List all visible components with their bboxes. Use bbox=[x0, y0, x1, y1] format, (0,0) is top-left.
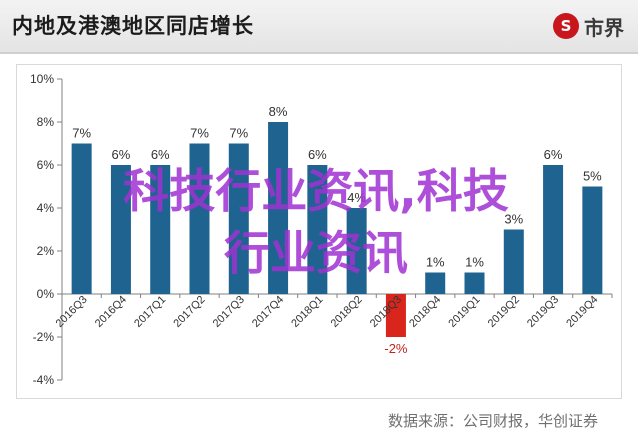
bar-value-label: 6% bbox=[112, 147, 131, 162]
bar-value-label: 6% bbox=[151, 147, 170, 162]
x-category-label: 2017Q4 bbox=[250, 294, 286, 330]
publisher-logo: S 市界 bbox=[553, 9, 624, 43]
x-category-label: 2019Q4 bbox=[564, 294, 600, 330]
x-category-label: 2017Q2 bbox=[171, 294, 207, 330]
data-source-note: 数据来源：公司财报，华创证券 bbox=[387, 412, 598, 430]
bar-value-label: -2% bbox=[384, 341, 408, 356]
y-tick-label: -4% bbox=[33, 373, 55, 387]
watermark-line-1: 科技行业资讯,科技 bbox=[123, 164, 509, 218]
y-tick-label: 2% bbox=[37, 244, 55, 258]
y-tick-label: 0% bbox=[37, 287, 55, 301]
x-category-label: 2018Q2 bbox=[329, 294, 365, 330]
x-category-label: 2017Q3 bbox=[211, 294, 247, 330]
header-divider bbox=[0, 52, 638, 54]
bar-value-label: 7% bbox=[190, 126, 209, 141]
bar bbox=[385, 294, 406, 337]
bar bbox=[503, 229, 524, 294]
logo-text: 市界 bbox=[584, 15, 624, 40]
bar-value-label: 7% bbox=[72, 126, 91, 141]
bar bbox=[464, 272, 485, 294]
bar-value-label: 5% bbox=[583, 169, 602, 184]
bar bbox=[189, 143, 210, 294]
bar bbox=[543, 165, 564, 294]
x-category-label: 2018Q4 bbox=[407, 294, 443, 330]
x-category-label: 2016Q4 bbox=[93, 294, 129, 330]
y-tick-label: 4% bbox=[37, 201, 55, 215]
bar bbox=[71, 143, 92, 294]
bar bbox=[346, 208, 367, 294]
plot-frame bbox=[16, 64, 622, 399]
y-tick-label: 6% bbox=[37, 158, 55, 172]
x-category-label: 2016Q3 bbox=[54, 294, 90, 330]
y-tick-label: -2% bbox=[33, 330, 55, 344]
x-category-label: 2018Q1 bbox=[289, 294, 325, 330]
watermark-line-2: 行业资讯 bbox=[224, 226, 408, 280]
bar-value-label: 6% bbox=[544, 147, 563, 162]
bar-value-label: 8% bbox=[269, 104, 288, 119]
bar bbox=[110, 165, 131, 294]
bar-value-label: 6% bbox=[308, 147, 327, 162]
x-category-label: 2019Q2 bbox=[486, 294, 522, 330]
bar bbox=[582, 186, 603, 294]
bar-value-label: 1% bbox=[465, 255, 484, 270]
x-category-label: 2019Q1 bbox=[446, 294, 482, 330]
chart-header: 内地及港澳地区同店增长 S 市界 bbox=[0, 0, 638, 52]
bar bbox=[150, 165, 171, 294]
y-tick-label: 8% bbox=[37, 115, 55, 129]
logo-mark-icon: S bbox=[553, 13, 579, 39]
bar-value-label: 3% bbox=[504, 212, 523, 227]
watermark-overlay: 科技行业资讯,科技 行业资讯 bbox=[36, 160, 596, 284]
bar bbox=[228, 143, 249, 294]
bar bbox=[307, 165, 328, 294]
bar-value-label: 4% bbox=[347, 190, 366, 205]
bar bbox=[425, 272, 446, 294]
chart-title: 内地及港澳地区同店增长 bbox=[12, 14, 254, 38]
y-tick-label: 10% bbox=[30, 72, 54, 86]
x-category-label: 2019Q3 bbox=[525, 294, 561, 330]
x-category-label: 2017Q1 bbox=[132, 294, 168, 330]
bar-value-label: 1% bbox=[426, 255, 445, 270]
bar bbox=[268, 122, 289, 294]
bar-value-label: 7% bbox=[229, 126, 248, 141]
